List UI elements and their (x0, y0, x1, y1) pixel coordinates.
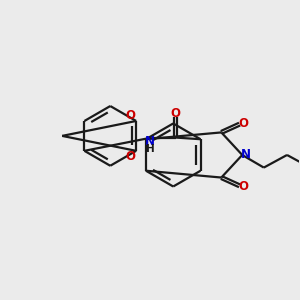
Text: O: O (238, 180, 249, 193)
Text: O: O (125, 150, 135, 163)
Text: O: O (125, 109, 135, 122)
Text: O: O (238, 117, 249, 130)
Text: N: N (145, 135, 155, 148)
Text: H: H (146, 143, 154, 154)
Text: O: O (171, 106, 181, 119)
Text: N: N (241, 148, 251, 161)
